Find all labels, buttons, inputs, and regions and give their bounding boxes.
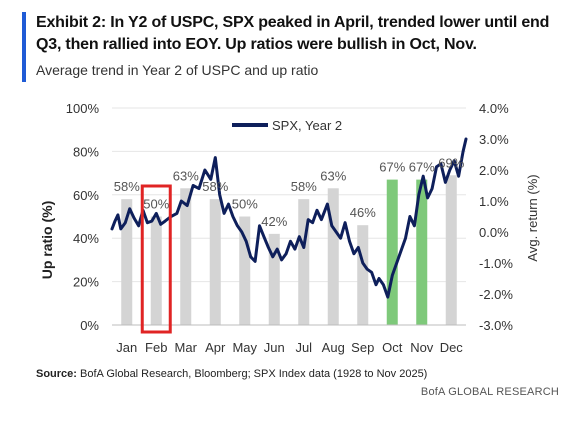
legend-label: SPX, Year 2 bbox=[272, 118, 342, 133]
y-left-tick-label: 60% bbox=[73, 188, 99, 203]
x-tick-label: Apr bbox=[205, 340, 226, 355]
y-left-tick-label: 20% bbox=[73, 275, 99, 290]
x-tick-label: Aug bbox=[322, 340, 345, 355]
bar-dec bbox=[445, 175, 457, 325]
x-tick-label: Jul bbox=[295, 340, 312, 355]
y-right-axis-title: Avg. return (%) bbox=[525, 174, 540, 261]
x-tick-label: May bbox=[232, 340, 257, 355]
bar-data-label: 58% bbox=[291, 179, 317, 194]
series-line-spx-year-2 bbox=[110, 137, 468, 299]
y-left-axis-title: Up ratio (%) bbox=[39, 201, 55, 280]
line-layer bbox=[110, 137, 468, 299]
bar-data-label: 58% bbox=[114, 179, 140, 194]
bar-apr bbox=[209, 199, 221, 325]
bar-aug bbox=[327, 188, 339, 325]
x-tick-label: Dec bbox=[440, 340, 464, 355]
y-left-tick-label: 80% bbox=[73, 144, 99, 159]
legend: SPX, Year 2 bbox=[232, 118, 342, 133]
bar-data-label: 50% bbox=[232, 197, 258, 212]
x-tick-label: Sep bbox=[351, 340, 374, 355]
y-left-tick-label: 0% bbox=[80, 318, 99, 333]
y-right-tick-label: 3.0% bbox=[479, 132, 509, 147]
gridlines bbox=[112, 107, 466, 283]
bar-jun bbox=[268, 233, 280, 325]
x-tick-label: Jan bbox=[116, 340, 137, 355]
bar-data-label: 42% bbox=[261, 214, 287, 229]
chart-title: Exhibit 2: In Y2 of USPC, SPX peaked in … bbox=[36, 14, 550, 53]
bar-may bbox=[239, 216, 251, 325]
bar-mar bbox=[180, 188, 192, 325]
y-right-tick-label: -1.0% bbox=[479, 256, 513, 271]
y-right-tick-label: -3.0% bbox=[479, 318, 513, 333]
title-accent-bar bbox=[22, 12, 26, 82]
y-right-tick-label: 4.0% bbox=[479, 101, 509, 116]
y-left-tick-label: 40% bbox=[73, 231, 99, 246]
x-tick-label: Oct bbox=[382, 340, 403, 355]
x-tick-label: Jun bbox=[264, 340, 285, 355]
highlight-box-feb bbox=[140, 184, 172, 334]
bar-jan bbox=[121, 199, 133, 325]
x-tick-label: Mar bbox=[175, 340, 198, 355]
source-text: BofA Global Research, Bloomberg; SPX Ind… bbox=[80, 368, 428, 380]
chart-subtitle: Average trend in Year 2 of USPC and up r… bbox=[36, 62, 319, 78]
y-right-tick-label: -2.0% bbox=[479, 287, 513, 302]
y-left-tick-label: 100% bbox=[66, 101, 100, 116]
brand-footer: BofA GLOBAL RESEARCH bbox=[420, 386, 559, 398]
x-tick-label: Nov bbox=[410, 340, 434, 355]
bar-data-label: 50% bbox=[143, 197, 169, 212]
bar-data-label: 63% bbox=[320, 168, 346, 183]
bar-data-label: 58% bbox=[202, 179, 228, 194]
bar-data-label: 63% bbox=[173, 168, 199, 183]
bars-layer bbox=[121, 175, 457, 325]
axes-layer: 0% 20% 40% 60% 80% 100% -3.0% -2.0% -1.0% 0.0% 1.0… bbox=[39, 101, 540, 355]
bar-data-label: 67% bbox=[379, 160, 405, 175]
bar-oct bbox=[386, 179, 398, 325]
y-right-tick-label: 1.0% bbox=[479, 194, 509, 209]
bar-data-label: 46% bbox=[350, 205, 376, 220]
source-label: Source: bbox=[36, 368, 77, 380]
bar-nov bbox=[416, 179, 428, 325]
bar-data-label: 69% bbox=[438, 155, 464, 170]
y-right-tick-label: 2.0% bbox=[479, 163, 509, 178]
source-note: Source: BofA Global Research, Bloomberg;… bbox=[36, 368, 427, 380]
bar-feb bbox=[150, 216, 162, 325]
bar-jul bbox=[298, 199, 310, 325]
bar-sep bbox=[357, 225, 369, 325]
bar-data-label: 67% bbox=[409, 160, 435, 175]
y-right-tick-label: 0.0% bbox=[479, 225, 509, 240]
x-tick-label: Feb bbox=[145, 340, 167, 355]
